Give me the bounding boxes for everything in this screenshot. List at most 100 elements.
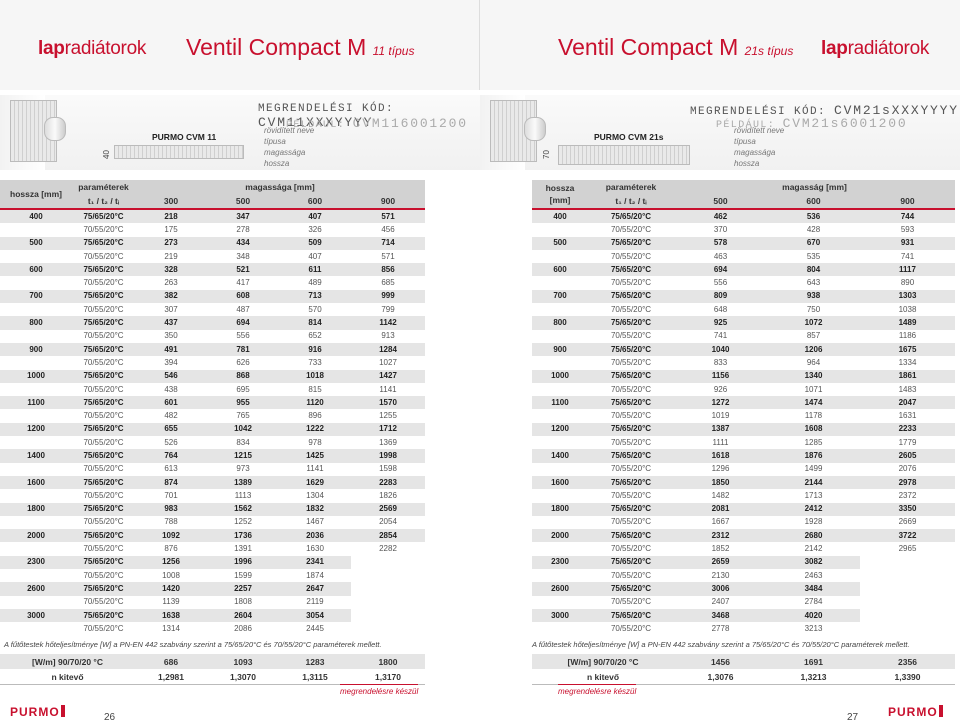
table-row-75: 1000 75/65/20°C 1156 1340 1861	[532, 369, 955, 383]
value-cell: 570	[308, 304, 322, 314]
length-cell	[532, 330, 588, 343]
value-cell: 1832	[306, 504, 324, 514]
table-row-70: 70/55/20°C 2130 2463	[532, 569, 955, 583]
table-row-70: 70/55/20°C 2778 3213	[532, 622, 955, 636]
length-cell	[532, 436, 588, 449]
table-row-75: 2300 75/65/20°C 2659 3082	[532, 555, 955, 570]
table-row-70: 70/55/20°C 1019 1178 1631	[532, 409, 955, 423]
value-cell: 1467	[306, 517, 324, 527]
length-cell	[0, 409, 72, 422]
value-cell: 685	[381, 278, 395, 288]
value-cell: 2233	[898, 424, 917, 434]
value-cell: 648	[713, 304, 728, 314]
length-cell: 1600	[27, 477, 45, 487]
table-row-75: 3000 75/65/20°C 1638 2604 3054	[0, 608, 425, 623]
param-cell: 75/65/20°C	[83, 318, 124, 328]
logo-mark-icon	[60, 705, 65, 717]
value-cell: 1808	[234, 597, 252, 607]
param-cell: 75/65/20°C	[83, 264, 124, 274]
length-cell	[0, 596, 72, 609]
example-code-label: PÉLDÁUL:	[716, 120, 776, 131]
value-cell: 896	[308, 411, 322, 421]
order-code: MEGRENDELÉSI KÓD: CVM21sXXXYYYY	[690, 103, 959, 118]
value-cell: 571	[381, 211, 395, 221]
left-page: lapradiátorok Ventil Compact M 11 típus …	[0, 0, 480, 723]
param-cell: 75/65/20°C	[610, 371, 652, 381]
table-row-70: 70/55/20°C 788 1252 1467 2054	[0, 515, 425, 530]
value-cell: 2680	[804, 530, 823, 540]
value-cell: 428	[806, 224, 821, 234]
table-row-70: 70/55/20°C 307 487 570 799	[0, 303, 425, 317]
value-cell: 809	[713, 291, 728, 301]
value-cell: 307	[164, 304, 178, 314]
param-cell: 70/55/20°C	[610, 411, 652, 421]
value-cell: 652	[308, 331, 322, 341]
code-legend-item: rövidített neve	[264, 126, 315, 135]
param-cell: 70/55/20°C	[83, 304, 124, 314]
value-cell: 3350	[898, 504, 917, 514]
value-cell: 2282	[379, 544, 397, 554]
table-row-75: 1800 75/65/20°C 983 1562 1832 2569	[0, 502, 425, 516]
value-cell: 1018	[306, 371, 324, 381]
table-row-70: 70/55/20°C 526 834 978 1369	[0, 436, 425, 450]
value-cell: 890	[900, 278, 915, 288]
length-cell: 2000	[27, 530, 45, 540]
length-cell	[532, 276, 588, 289]
length-cell	[0, 489, 72, 502]
table-row-75: 1100 75/65/20°C 601 955 1120 1570	[0, 396, 425, 410]
height-600: 600	[806, 196, 821, 206]
table-row-70: 70/55/20°C 833 964 1334	[532, 356, 955, 370]
value-cell: 1117	[899, 264, 916, 274]
value-cell: 1608	[804, 424, 823, 434]
table-row-75: 800 75/65/20°C 925 1072 1489	[532, 316, 955, 330]
value-cell: 278	[236, 224, 250, 234]
value-cell: 2605	[898, 450, 917, 460]
radiator-section-icon	[558, 145, 690, 165]
param-cell: 70/55/20°C	[83, 278, 124, 288]
value-cell: 1420	[162, 583, 180, 593]
length-cell: 1800	[27, 504, 45, 514]
value-cell: 1389	[234, 477, 252, 487]
page-number: 27	[847, 712, 859, 723]
value-cell: 2669	[898, 517, 917, 527]
length-cell: 800	[29, 318, 43, 328]
brand-rest: radiátorok	[847, 38, 930, 59]
value-cell	[351, 582, 425, 596]
height-500: 500	[713, 196, 728, 206]
table-row-70: 70/55/20°C 556 643 890	[532, 276, 955, 290]
param-cell: 70/55/20°C	[83, 411, 124, 421]
header-band	[480, 0, 960, 90]
value-cell: 434	[236, 238, 250, 248]
value-cell: 1675	[898, 344, 917, 354]
right-page: Ventil Compact M 21s típus lapradiátorok…	[480, 0, 960, 723]
height-500: 500	[235, 196, 251, 206]
table-row-70: 70/55/20°C 701 1113 1304 1826	[0, 489, 425, 503]
length-cell: 2600	[27, 583, 45, 593]
depth-dimension: 40	[101, 150, 111, 159]
value-cell: 382	[164, 291, 178, 301]
table-row-75: 1600 75/65/20°C 874 1389 1629 2283	[0, 475, 425, 490]
value-cell: 370	[713, 224, 728, 234]
value-cell: 1779	[898, 437, 917, 447]
value-cell: 601	[164, 397, 178, 407]
value-cell: 804	[806, 264, 821, 274]
value-cell: 1482	[711, 490, 730, 500]
order-code-value: CVM21sXXXYYYY	[834, 103, 959, 118]
value-cell: 535	[806, 251, 821, 261]
value-cell: 655	[164, 424, 178, 434]
param-cell: 75/65/20°C	[610, 424, 652, 434]
order-code-label: MEGRENDELÉSI KÓD:	[258, 103, 395, 115]
heat-output-table: hossza [mm] paraméterek magassága [mm] t…	[0, 180, 425, 636]
table-row-75: 900 75/65/20°C 491 781 916 1284	[0, 342, 425, 357]
table-row-70: 70/55/20°C 482 765 896 1255	[0, 409, 425, 423]
value-cell: 1072	[804, 318, 823, 328]
value-cell: 833	[713, 357, 728, 367]
value-cell: 713	[308, 291, 322, 301]
length-cell	[0, 223, 72, 236]
param-cell: 75/65/20°C	[610, 318, 652, 328]
param-cell: 70/55/20°C	[83, 331, 124, 341]
value-cell: 2047	[898, 397, 917, 407]
value-cell: 788	[164, 517, 178, 527]
value-cell: 2081	[711, 504, 730, 514]
page-number: 26	[104, 712, 116, 723]
